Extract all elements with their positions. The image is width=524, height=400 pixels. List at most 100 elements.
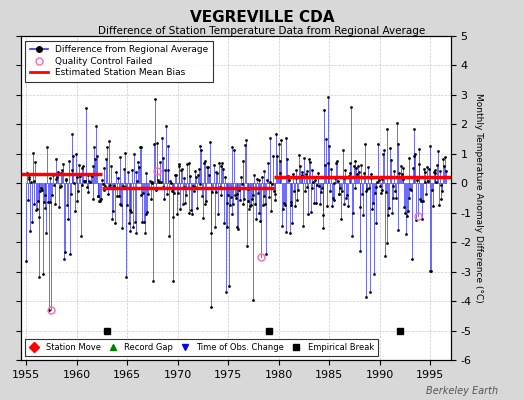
Point bbox=[309, 179, 318, 185]
Point bbox=[162, 191, 171, 197]
Point bbox=[43, 143, 51, 150]
Point bbox=[162, 123, 170, 129]
Point bbox=[300, 155, 308, 161]
Point bbox=[159, 184, 168, 190]
Point bbox=[341, 167, 350, 173]
Text: Difference of Station Temperature Data from Regional Average: Difference of Station Temperature Data f… bbox=[99, 26, 425, 36]
Point bbox=[204, 163, 212, 170]
Point bbox=[132, 169, 140, 175]
Point bbox=[329, 195, 337, 202]
Point bbox=[420, 165, 428, 172]
Point bbox=[24, 176, 32, 182]
Point bbox=[226, 202, 234, 208]
Point bbox=[248, 296, 257, 303]
Point bbox=[264, 160, 272, 166]
Point bbox=[430, 169, 438, 175]
Point bbox=[361, 141, 369, 147]
Point bbox=[168, 214, 177, 221]
Point bbox=[438, 188, 446, 194]
Point bbox=[307, 208, 315, 215]
Point bbox=[397, 162, 405, 169]
Point bbox=[281, 135, 290, 141]
Point bbox=[48, 192, 56, 198]
Point bbox=[268, 181, 276, 187]
Point bbox=[422, 190, 430, 197]
Point bbox=[177, 167, 185, 173]
Point bbox=[148, 180, 157, 186]
Point bbox=[183, 184, 192, 191]
Point bbox=[136, 144, 144, 151]
Point bbox=[36, 188, 45, 194]
Point bbox=[312, 200, 320, 206]
Point bbox=[119, 183, 127, 189]
Point bbox=[167, 180, 175, 186]
Point bbox=[154, 177, 162, 184]
Point bbox=[247, 202, 255, 208]
Point bbox=[106, 182, 114, 188]
Point bbox=[22, 258, 30, 264]
Point bbox=[256, 218, 265, 224]
Point bbox=[412, 217, 420, 224]
Point bbox=[428, 187, 436, 193]
Point bbox=[366, 175, 375, 181]
Point bbox=[394, 226, 402, 233]
Point bbox=[243, 242, 251, 249]
Point bbox=[97, 177, 106, 184]
Point bbox=[272, 131, 280, 137]
Point bbox=[396, 174, 405, 180]
Point bbox=[367, 171, 376, 178]
Point bbox=[105, 184, 114, 191]
Point bbox=[441, 154, 449, 160]
Point bbox=[250, 172, 258, 178]
Point bbox=[334, 177, 342, 184]
Point bbox=[52, 176, 61, 182]
Point bbox=[259, 192, 268, 199]
Point bbox=[112, 169, 121, 175]
Point bbox=[135, 163, 143, 170]
Point bbox=[290, 188, 298, 194]
Point bbox=[158, 155, 167, 162]
Point bbox=[130, 219, 139, 226]
Point bbox=[110, 182, 118, 189]
Point bbox=[394, 140, 402, 147]
Point bbox=[372, 220, 380, 226]
Point bbox=[141, 210, 150, 217]
Point bbox=[311, 177, 319, 184]
Point bbox=[199, 215, 207, 221]
Point bbox=[29, 150, 37, 156]
Point bbox=[423, 163, 431, 170]
Point bbox=[194, 172, 202, 178]
Point bbox=[115, 193, 123, 200]
Point bbox=[299, 223, 308, 230]
Point bbox=[340, 175, 348, 181]
Point bbox=[369, 200, 377, 206]
Point bbox=[119, 166, 128, 172]
Point bbox=[330, 197, 338, 204]
Point bbox=[56, 184, 64, 190]
Point bbox=[103, 144, 111, 150]
Point bbox=[90, 144, 99, 150]
Point bbox=[67, 167, 75, 174]
Point bbox=[183, 161, 191, 167]
Point bbox=[237, 174, 245, 180]
Point bbox=[308, 167, 316, 174]
Point bbox=[94, 192, 103, 199]
Point bbox=[122, 274, 130, 280]
Point bbox=[253, 175, 261, 182]
Point bbox=[151, 187, 160, 194]
Point bbox=[410, 152, 419, 159]
Point bbox=[205, 139, 214, 145]
Point bbox=[284, 173, 292, 179]
Point bbox=[298, 172, 307, 178]
Point bbox=[77, 232, 85, 239]
Point bbox=[338, 188, 346, 194]
Point bbox=[424, 166, 433, 172]
Point bbox=[96, 198, 104, 204]
Point bbox=[439, 156, 447, 162]
Point bbox=[260, 168, 269, 174]
Point bbox=[418, 216, 426, 222]
Point bbox=[288, 220, 297, 226]
Point bbox=[254, 176, 263, 183]
Point bbox=[39, 198, 48, 205]
Point bbox=[181, 200, 190, 206]
